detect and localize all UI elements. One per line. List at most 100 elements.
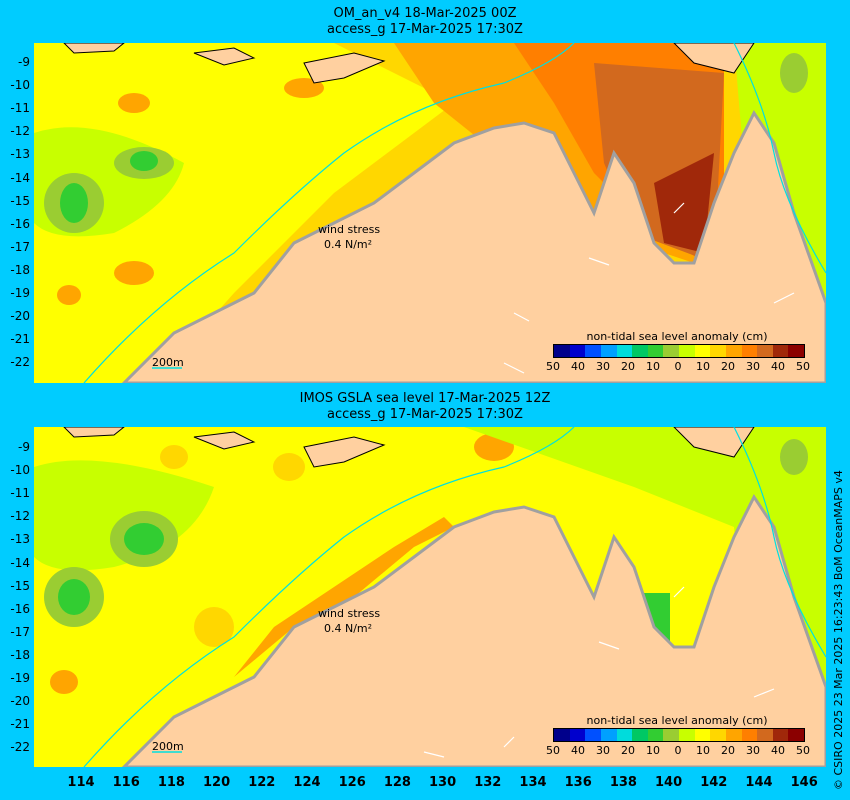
colorbar-swatch	[788, 729, 804, 741]
y-axis-tick-label: -22	[10, 355, 30, 370]
colorbar-tick-label: 50	[796, 360, 810, 373]
x-axis-tick-label: 134	[519, 775, 547, 790]
bottom-title-line1: IMOS GSLA sea level 17-Mar-2025 12Z	[299, 391, 551, 406]
y-axis-tick-label: -21	[10, 717, 30, 732]
colorbar-tick-label: 10	[696, 744, 710, 757]
colorbar-tick-label: 50	[546, 360, 560, 373]
x-axis-tick-label: 130	[429, 775, 457, 790]
colorbar-swatch	[663, 345, 679, 357]
colorbar-tick-label: 40	[571, 744, 585, 757]
x-axis-tick-label: 122	[248, 775, 276, 790]
x-axis-tick-label: 118	[157, 775, 185, 790]
y-axis-tick-label: -11	[10, 101, 30, 116]
y-axis-tick-label: -13	[10, 147, 30, 162]
colorbar-swatch	[679, 729, 695, 741]
colorbar-swatch	[616, 345, 633, 357]
x-axis-tick-label: 142	[700, 775, 728, 790]
y-axis-tick-label: -17	[10, 239, 30, 254]
x-axis-tick-label: 136	[564, 775, 592, 790]
y-axis-tick-label: -14	[10, 170, 30, 185]
colorbar-swatch	[600, 345, 617, 357]
colorbar-tick-label: 40	[771, 744, 785, 757]
colorbar-swatch	[788, 345, 804, 357]
y-axis-tick-label: -20	[10, 309, 30, 324]
x-axis-tick-label: 120	[203, 775, 231, 790]
colorbar-swatch	[585, 729, 601, 741]
y-axis-tick-label: -18	[10, 647, 30, 662]
bottom-colorbar-title: non-tidal sea level anomaly (cm)	[586, 714, 768, 727]
bottom-wind-value: 0.4 N/m²	[324, 622, 373, 635]
bottom-colorbar	[553, 728, 805, 742]
x-axis-tick-label: 140	[655, 775, 683, 790]
colorbar-swatch	[554, 729, 570, 741]
y-axis-tick-label: -19	[10, 671, 30, 685]
colorbar-swatch	[741, 345, 758, 357]
y-axis-tick-label: -10	[10, 463, 30, 478]
colorbar-swatch	[757, 729, 773, 741]
colorbar-swatch	[710, 345, 726, 357]
x-axis-tick-label: 126	[338, 775, 366, 790]
y-axis-tick-label: -12	[10, 509, 30, 524]
top-map-svg	[34, 43, 826, 383]
x-axis-tick-label: 144	[745, 775, 773, 790]
bottom-map-svg	[34, 427, 826, 767]
colorbar-swatch	[694, 729, 711, 741]
y-axis-tick-label: -22	[10, 740, 30, 755]
x-axis-tick-label: 138	[609, 775, 637, 790]
colorbar-tick-label: 20	[621, 360, 635, 373]
colorbar-tick-label: 10	[646, 360, 660, 373]
colorbar-swatch	[569, 729, 586, 741]
y-axis-tick-label: -16	[10, 216, 30, 231]
colorbar-tick-label: 50	[546, 744, 560, 757]
x-axis-tick-label: 114	[67, 775, 95, 790]
top-wind-label: wind stress	[318, 223, 381, 236]
top-depth-label: 200m	[152, 356, 184, 369]
y-axis-tick-label: -11	[10, 486, 30, 501]
colorbar-tick-label: 30	[746, 360, 760, 373]
colorbar-swatch	[600, 729, 617, 741]
colorbar-swatch	[772, 729, 789, 741]
colorbar-tick-label: 20	[721, 360, 735, 373]
x-axis-tick-label: 132	[474, 775, 502, 790]
bottom-wind-label: wind stress	[318, 607, 381, 620]
colorbar-swatch	[585, 345, 601, 357]
top-colorbar-title: non-tidal sea level anomaly (cm)	[586, 330, 768, 343]
top-title-line1: OM_an_v4 18-Mar-2025 00Z	[333, 6, 517, 21]
colorbar-swatch	[772, 345, 789, 357]
y-axis-tick-label: -13	[10, 532, 30, 547]
colorbar-swatch	[647, 345, 664, 357]
y-axis-tick-label: -14	[10, 555, 30, 570]
colorbar-swatch	[710, 729, 726, 741]
colorbar-swatch	[663, 729, 679, 741]
top-colorbar	[553, 344, 805, 358]
x-axis-tick-label: 128	[383, 775, 411, 790]
colorbar-tick-label: 10	[646, 744, 660, 757]
y-axis-tick-label: -10	[10, 78, 30, 93]
y-axis-tick-label: -21	[10, 332, 30, 347]
bottom-depth-label: 200m	[152, 740, 184, 753]
top-map-panel	[34, 43, 826, 383]
y-axis-tick-label: -9	[18, 440, 30, 454]
colorbar-swatch	[757, 345, 773, 357]
top-wind-value: 0.4 N/m²	[324, 238, 373, 251]
colorbar-swatch	[569, 345, 586, 357]
colorbar-tick-label: 0	[674, 360, 682, 373]
bottom-map-panel	[34, 427, 826, 767]
colorbar-swatch	[694, 345, 711, 357]
x-axis-tick-label: 146	[790, 775, 818, 790]
copyright-text: © CSIRO 2025 23 Mar 2025 16:23:43 BoM Oc…	[832, 470, 845, 790]
y-axis-tick-label: -12	[10, 124, 30, 139]
y-axis-tick-label: -15	[10, 578, 30, 593]
y-axis-tick-label: -9	[18, 55, 30, 69]
x-axis-tick-label: 116	[112, 775, 140, 790]
bottom-title-line2: access_g 17-Mar-2025 17:30Z	[327, 407, 523, 422]
colorbar-swatch	[616, 729, 633, 741]
colorbar-tick-label: 30	[596, 744, 610, 757]
top-title-line2: access_g 17-Mar-2025 17:30Z	[327, 22, 523, 37]
colorbar-swatch	[647, 729, 664, 741]
colorbar-swatch	[679, 345, 695, 357]
colorbar-swatch	[725, 729, 742, 741]
colorbar-tick-label: 30	[596, 360, 610, 373]
colorbar-swatch	[741, 729, 758, 741]
y-axis-tick-label: -16	[10, 601, 30, 616]
